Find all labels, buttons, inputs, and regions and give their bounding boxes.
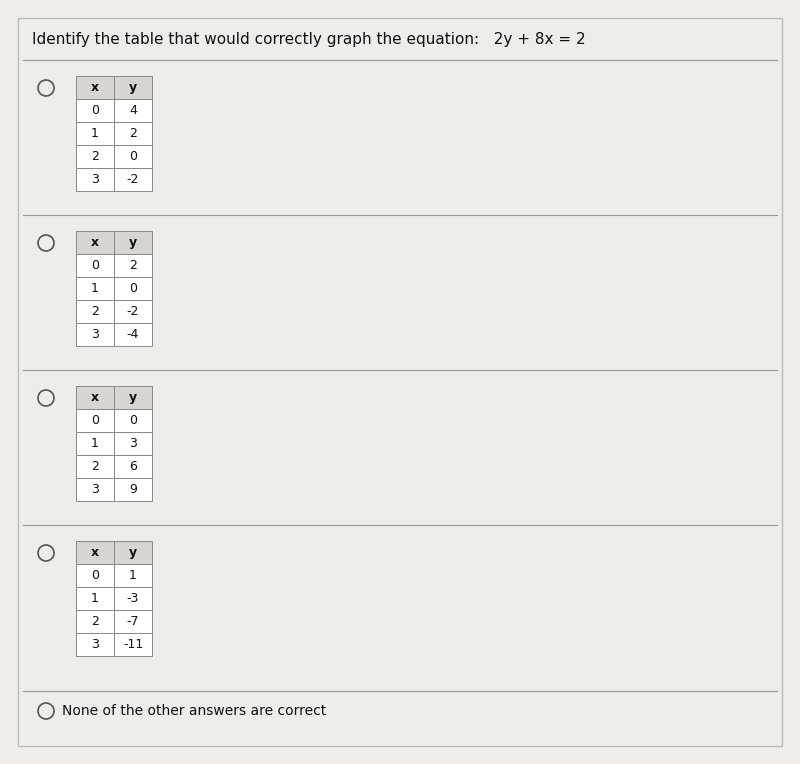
- Text: 9: 9: [129, 483, 137, 496]
- Text: 2: 2: [129, 127, 137, 140]
- Bar: [76, 587, 114, 610]
- Text: 4: 4: [129, 104, 137, 117]
- Text: -3: -3: [127, 592, 139, 605]
- Text: 2: 2: [129, 259, 137, 272]
- Text: 0: 0: [129, 282, 137, 295]
- Text: 6: 6: [129, 460, 137, 473]
- Bar: [76, 610, 114, 633]
- Bar: [114, 587, 152, 610]
- Text: Identify the table that would correctly graph the equation:   2y + 8x = 2: Identify the table that would correctly …: [32, 32, 586, 47]
- Text: 3: 3: [129, 437, 137, 450]
- Text: 1: 1: [129, 569, 137, 582]
- Text: -4: -4: [127, 328, 139, 341]
- Text: x: x: [91, 236, 99, 249]
- Bar: [76, 168, 114, 191]
- Text: y: y: [129, 391, 137, 404]
- Bar: [76, 455, 114, 478]
- Text: 2: 2: [91, 615, 99, 628]
- Text: -7: -7: [126, 615, 139, 628]
- Bar: [114, 323, 152, 346]
- Bar: [76, 76, 114, 99]
- Bar: [114, 610, 152, 633]
- Text: -11: -11: [123, 638, 143, 651]
- Text: 0: 0: [129, 414, 137, 427]
- Bar: [76, 277, 114, 300]
- Text: 0: 0: [91, 259, 99, 272]
- Bar: [114, 386, 152, 409]
- Text: x: x: [91, 81, 99, 94]
- Text: 1: 1: [91, 127, 99, 140]
- Text: -2: -2: [127, 305, 139, 318]
- Text: y: y: [129, 546, 137, 559]
- Text: 2: 2: [91, 460, 99, 473]
- Bar: [76, 564, 114, 587]
- Bar: [114, 145, 152, 168]
- Bar: [76, 231, 114, 254]
- Text: -2: -2: [127, 173, 139, 186]
- Bar: [76, 541, 114, 564]
- Text: 3: 3: [91, 173, 99, 186]
- Bar: [76, 323, 114, 346]
- Bar: [76, 145, 114, 168]
- Bar: [114, 409, 152, 432]
- Bar: [114, 122, 152, 145]
- Bar: [114, 99, 152, 122]
- Bar: [76, 254, 114, 277]
- Bar: [114, 168, 152, 191]
- Bar: [76, 122, 114, 145]
- Text: 2: 2: [91, 150, 99, 163]
- Text: 3: 3: [91, 483, 99, 496]
- Text: 1: 1: [91, 592, 99, 605]
- Bar: [76, 633, 114, 656]
- Bar: [114, 455, 152, 478]
- Text: x: x: [91, 391, 99, 404]
- Bar: [76, 300, 114, 323]
- Bar: [114, 432, 152, 455]
- Bar: [114, 564, 152, 587]
- Text: y: y: [129, 81, 137, 94]
- Text: 2: 2: [91, 305, 99, 318]
- Bar: [76, 478, 114, 501]
- Text: 3: 3: [91, 638, 99, 651]
- Text: 0: 0: [91, 104, 99, 117]
- Text: 0: 0: [91, 569, 99, 582]
- Bar: [114, 478, 152, 501]
- Text: 1: 1: [91, 437, 99, 450]
- Text: y: y: [129, 236, 137, 249]
- Bar: [114, 76, 152, 99]
- Text: 0: 0: [91, 414, 99, 427]
- Text: x: x: [91, 546, 99, 559]
- Bar: [114, 633, 152, 656]
- Bar: [76, 99, 114, 122]
- Text: 3: 3: [91, 328, 99, 341]
- Text: None of the other answers are correct: None of the other answers are correct: [62, 704, 326, 718]
- Text: 0: 0: [129, 150, 137, 163]
- Bar: [76, 386, 114, 409]
- Bar: [114, 541, 152, 564]
- Bar: [114, 277, 152, 300]
- Bar: [114, 300, 152, 323]
- Bar: [76, 409, 114, 432]
- Bar: [114, 231, 152, 254]
- Text: 1: 1: [91, 282, 99, 295]
- Bar: [114, 254, 152, 277]
- Bar: [76, 432, 114, 455]
